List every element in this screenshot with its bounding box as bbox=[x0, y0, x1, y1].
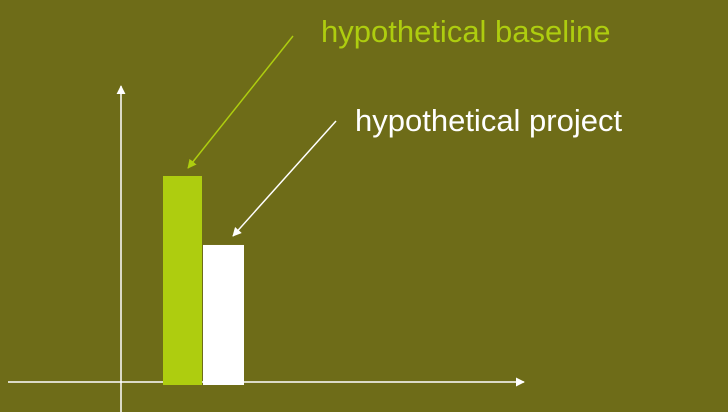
project-label: hypothetical project bbox=[355, 103, 622, 138]
baseline-bar bbox=[163, 176, 202, 385]
project-pointer-arrow bbox=[232, 120, 337, 237]
project-bar bbox=[203, 244, 244, 385]
baseline-pointer-arrow bbox=[187, 35, 294, 169]
baseline-label: hypothetical baseline bbox=[321, 14, 611, 49]
